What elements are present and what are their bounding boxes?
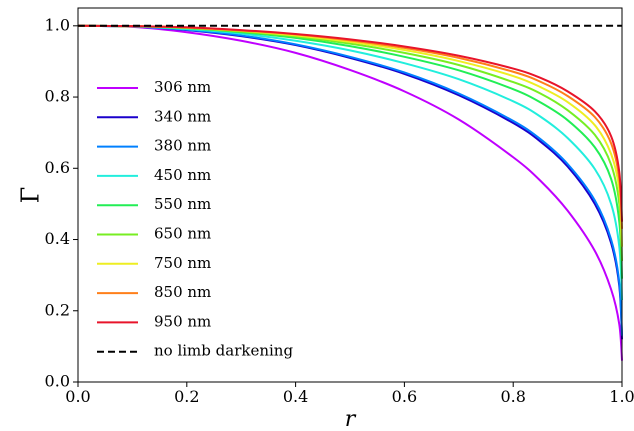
x-axis-label: r [345,407,357,431]
legend-label: 340 nm [154,107,211,125]
y-tick-label: 0.0 [45,372,70,391]
y-axis-label: Γ [17,187,45,204]
x-tick-label: 0.8 [500,387,525,406]
y-tick-label: 0.4 [45,229,70,248]
plot-frame [77,7,623,383]
ticks-layer: 0.0 0.2 0.4 0.6 0.8 1.0 0.0 0.2 0.4 0.6 0.8 1.0 [45,15,634,406]
legend: 306 nm 340 nm 380 nm 450 nm 550 nm 650 nm 750 … [97,78,293,360]
legend-label: 306 nm [154,78,211,96]
x-tick-label: 1.0 [609,387,634,406]
x-tick-label: 0.6 [392,387,417,406]
x-tick-label: 0.4 [283,387,308,406]
legend-label: 850 nm [154,283,211,301]
legend-label: 750 nm [154,254,211,272]
legend-label: 950 nm [154,312,211,330]
y-tick-label: 1.0 [45,15,70,34]
legend-label: 380 nm [154,137,211,155]
legend-label: no limb darkening [154,342,293,360]
x-tick-label: 0.0 [65,387,90,406]
y-tick-label: 0.2 [45,300,70,319]
y-tick-label: 0.6 [45,158,70,177]
y-tick-label: 0.8 [45,87,70,106]
legend-label: 550 nm [154,195,211,213]
legend-label: 450 nm [154,166,211,184]
x-tick-label: 0.2 [174,387,199,406]
legend-label: 650 nm [154,225,211,243]
series-layer [77,24,623,361]
series-line-950-nm [77,24,623,222]
series-line-306-nm [77,24,623,361]
